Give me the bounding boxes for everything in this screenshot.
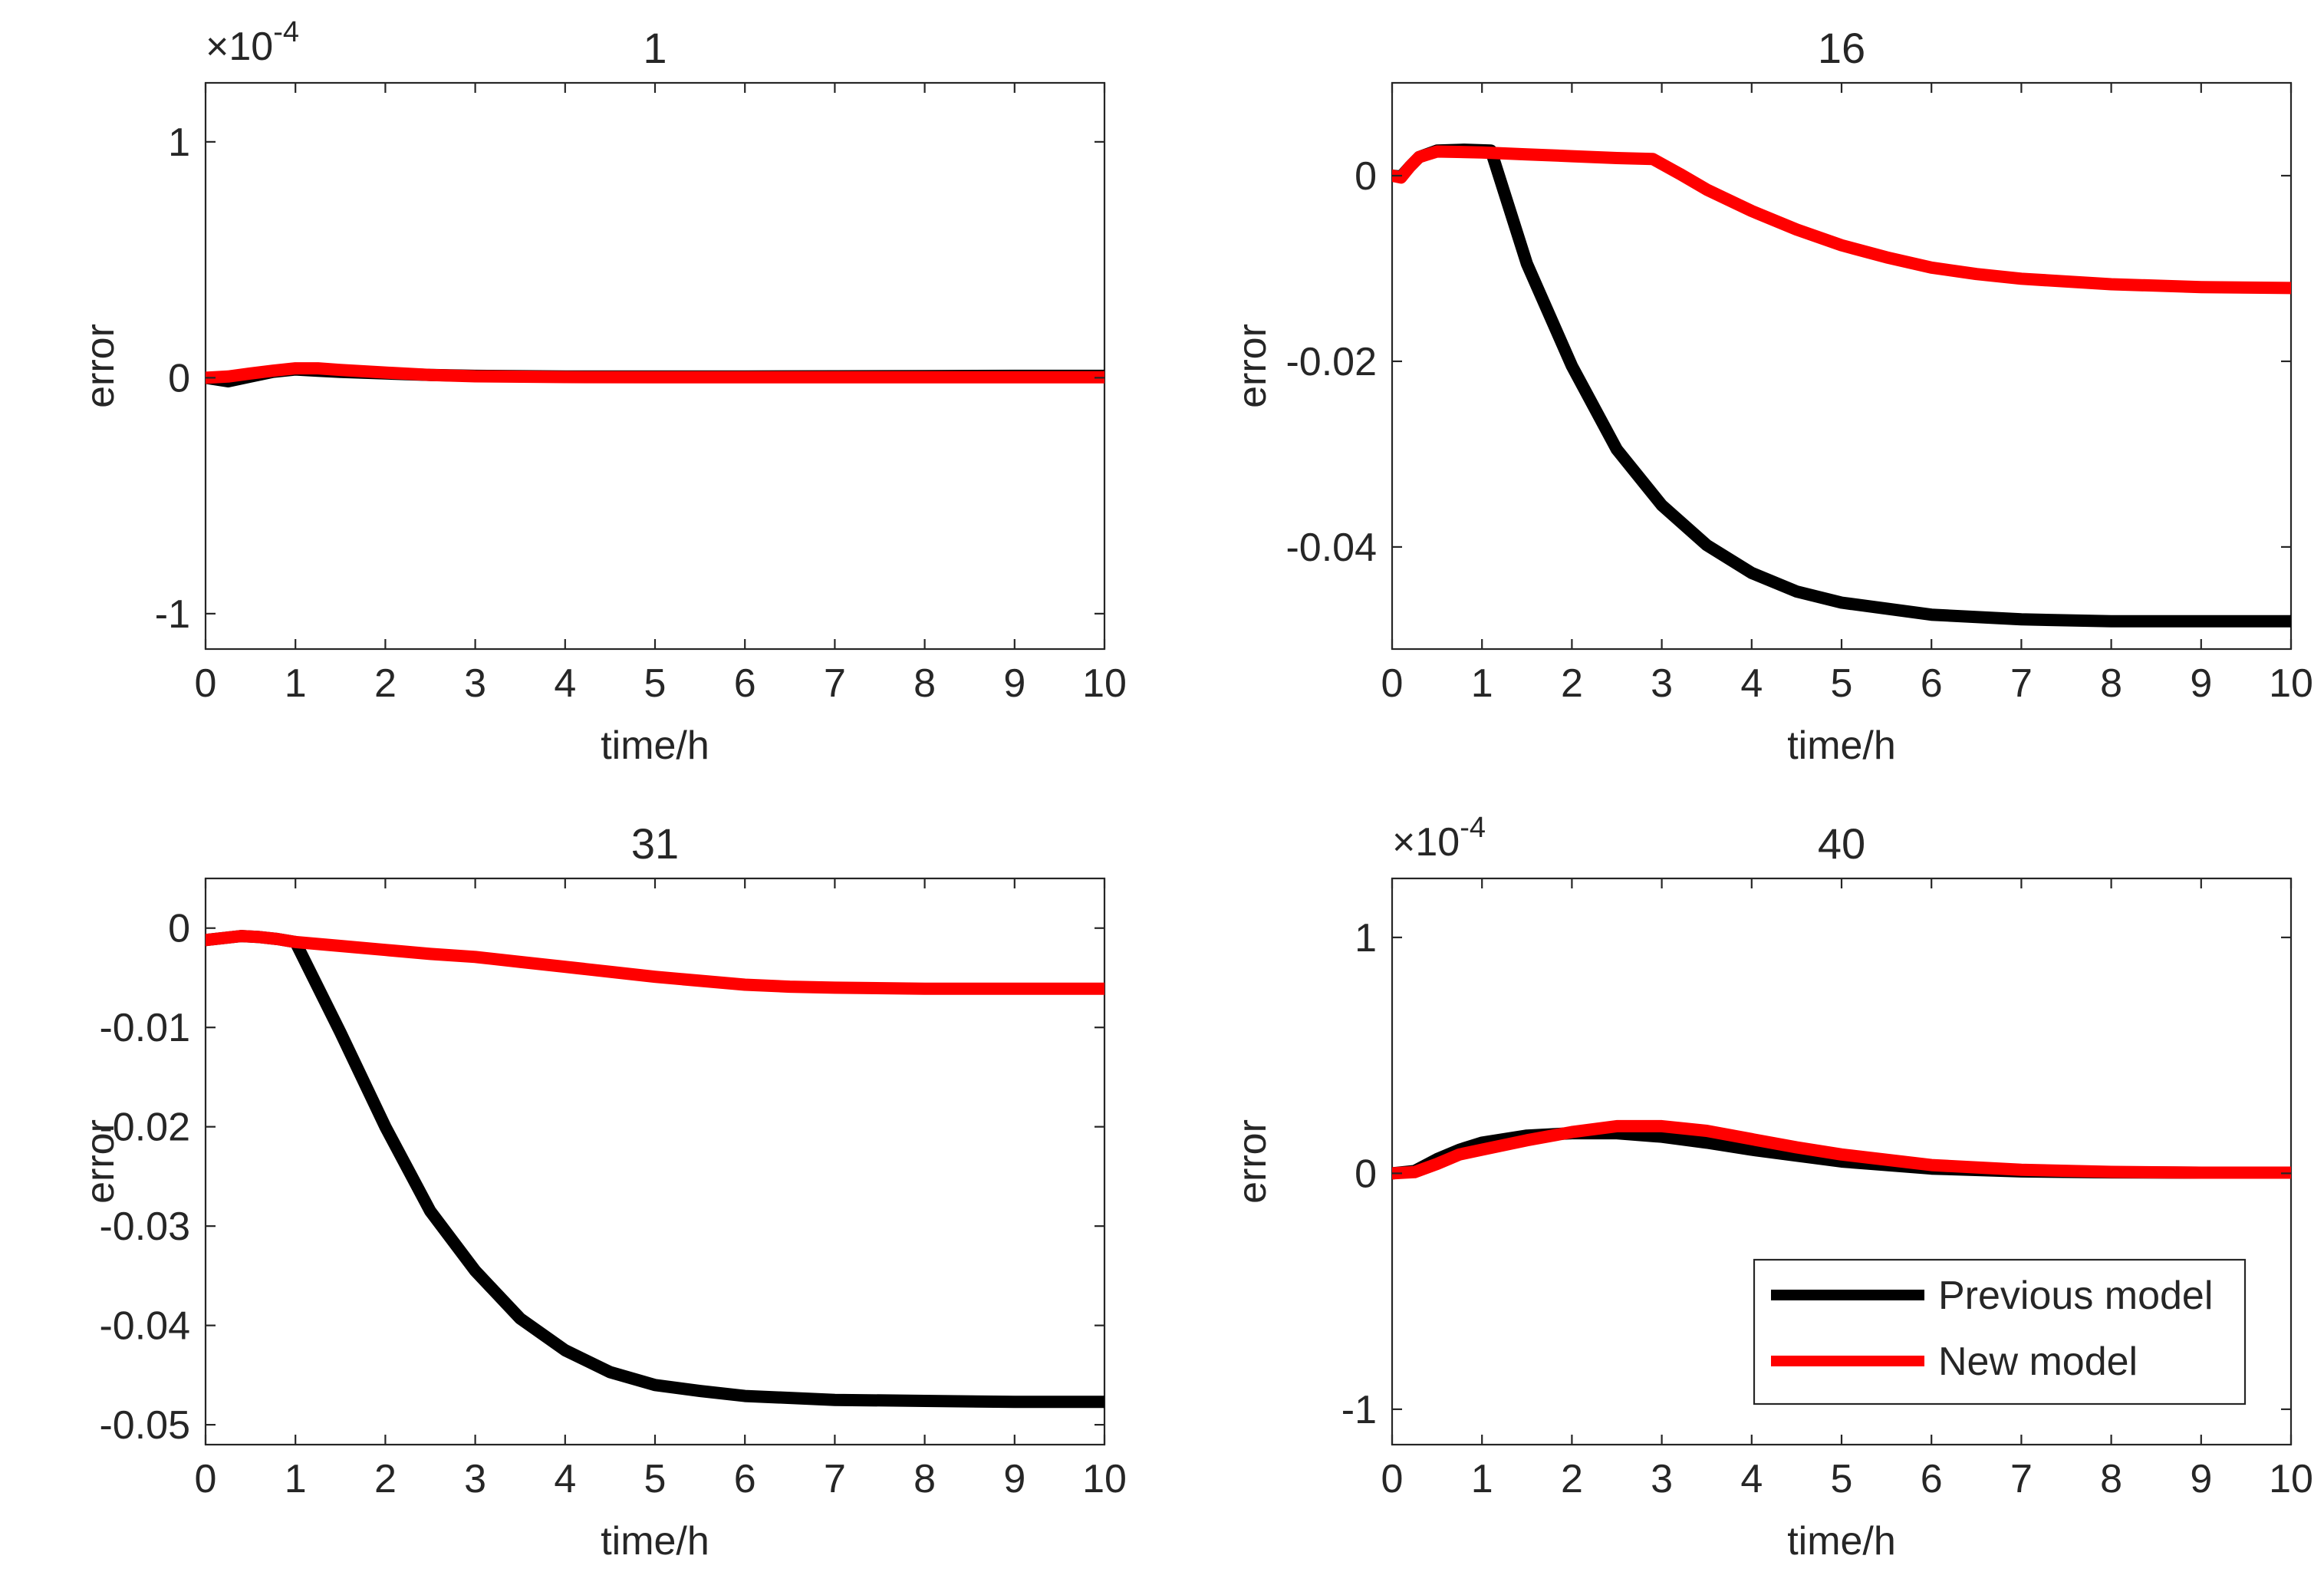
subplot-title: 16 bbox=[1818, 24, 1865, 72]
x-tick-label: 7 bbox=[2010, 1457, 2033, 1501]
series-line-new-model bbox=[206, 362, 1104, 384]
x-tick-label: 8 bbox=[913, 661, 936, 706]
axes-frame bbox=[204, 877, 1106, 1446]
exponent-base: ×10 bbox=[206, 25, 273, 69]
y-tick-label: -0.03 bbox=[99, 1204, 190, 1249]
x-tick-label: 0 bbox=[1381, 661, 1404, 706]
x-axis-label: time/h bbox=[601, 1519, 709, 1564]
y-tick-label: 1 bbox=[1355, 916, 1377, 961]
exponent-power: -4 bbox=[273, 16, 299, 48]
x-tick-label: 5 bbox=[644, 661, 667, 706]
y-axis-label: error bbox=[1230, 324, 1275, 408]
x-tick-label: 9 bbox=[1003, 661, 1025, 706]
series-line-new-model bbox=[1392, 145, 2291, 295]
x-tick-label: 2 bbox=[1561, 661, 1583, 706]
x-tick-label: 2 bbox=[374, 661, 397, 706]
y-tick-label: -1 bbox=[155, 592, 190, 637]
axes-frame bbox=[1391, 81, 2293, 651]
x-tick-label: 1 bbox=[285, 1457, 307, 1501]
x-tick-label: 0 bbox=[195, 661, 217, 706]
y-tick-label: -1 bbox=[1341, 1388, 1377, 1432]
x-tick-label: 4 bbox=[1740, 661, 1763, 706]
subplot-4: 0 1 2 3 4 5 6 7 8 9 10-10140time/herror×10-4Previo… bbox=[1230, 812, 2313, 1564]
y-tick-label: -0.04 bbox=[99, 1304, 190, 1349]
x-tick-label: 4 bbox=[1740, 1457, 1763, 1501]
y-axis-label: error bbox=[1230, 1119, 1275, 1204]
series-group bbox=[206, 362, 1104, 387]
x-tick-label: 6 bbox=[1921, 1457, 1943, 1501]
subplot-title: 31 bbox=[631, 819, 679, 868]
y-axis-label: error bbox=[78, 1119, 123, 1204]
x-tick-label: 0 bbox=[195, 1457, 217, 1501]
y-tick-label: 1 bbox=[168, 120, 190, 165]
x-tick-label: 4 bbox=[554, 1457, 576, 1501]
y-tick-label: 0 bbox=[168, 907, 190, 951]
x-tick-label: 3 bbox=[1651, 661, 1673, 706]
x-tick-label: 10 bbox=[2269, 1457, 2313, 1501]
x-tick-label: 5 bbox=[644, 1457, 667, 1501]
x-tick-label: 2 bbox=[1561, 1457, 1583, 1501]
subplot-2: 0 1 2 3 4 5 6 7 8 9 10 -0.04 -0.02 0 16 time/h error bbox=[1230, 24, 2313, 768]
exponent-power: -4 bbox=[1460, 812, 1486, 844]
x-tick-label: 3 bbox=[464, 1457, 486, 1501]
subplot-3: 0 1 2 3 4 5 6 7 8 9 10 -0.05 -0.04 -0.03 -0.02 -0.01 0 31… bbox=[78, 819, 1127, 1564]
legend: Previous model New model bbox=[1753, 1258, 2247, 1406]
x-tick-label: 7 bbox=[824, 1457, 846, 1501]
x-tick-label: 8 bbox=[913, 1457, 936, 1501]
x-tick-label: 10 bbox=[2269, 661, 2313, 706]
exponent-base: ×10 bbox=[1392, 820, 1460, 865]
x-tick-label: 10 bbox=[1082, 661, 1127, 706]
y-tick-label: 0 bbox=[168, 356, 190, 400]
x-axis-label: time/h bbox=[1787, 1519, 1896, 1564]
x-tick-label: 5 bbox=[1831, 1457, 1853, 1501]
x-tick-label: 8 bbox=[2100, 1457, 2122, 1501]
series-group bbox=[1392, 143, 2291, 628]
legend-label-previous-model: Previous model bbox=[1938, 1274, 2213, 1318]
x-axis-label: time/h bbox=[601, 723, 709, 768]
x-tick-label: 3 bbox=[464, 661, 486, 706]
x-tick-label: 4 bbox=[554, 661, 576, 706]
y-tick-label: 0 bbox=[1355, 1152, 1377, 1196]
x-tick-label: 9 bbox=[2190, 661, 2212, 706]
y-tick-label: -0.04 bbox=[1285, 526, 1377, 570]
y-exponent-label: ×10-4 bbox=[206, 16, 299, 69]
x-tick-label: 2 bbox=[374, 1457, 397, 1501]
x-tick-label: 1 bbox=[1471, 661, 1493, 706]
x-tick-label: 0 bbox=[1381, 1457, 1404, 1501]
x-tick-label: 7 bbox=[2010, 661, 2033, 706]
x-tick-label: 8 bbox=[2100, 661, 2122, 706]
x-tick-label: 3 bbox=[1651, 1457, 1673, 1501]
x-tick-label: 6 bbox=[734, 661, 756, 706]
x-tick-label: 1 bbox=[1471, 1457, 1493, 1501]
x-tick-label: 6 bbox=[1921, 661, 1943, 706]
series-group bbox=[1392, 1119, 2291, 1180]
legend-box bbox=[1753, 1258, 2247, 1406]
subplot-title: 40 bbox=[1818, 819, 1865, 868]
y-tick-label: -0.02 bbox=[1285, 340, 1377, 384]
y-tick-label: -0.05 bbox=[99, 1403, 190, 1448]
y-exponent-label: ×10-4 bbox=[1392, 812, 1486, 865]
y-axis-label: error bbox=[78, 324, 123, 408]
legend-label-new-model: New model bbox=[1938, 1340, 2138, 1384]
y-tick-label: -0.01 bbox=[99, 1006, 190, 1050]
x-tick-label: 9 bbox=[1003, 1457, 1025, 1501]
x-tick-label: 10 bbox=[1082, 1457, 1127, 1501]
y-tick-label: 0 bbox=[1355, 154, 1377, 199]
x-tick-label: 5 bbox=[1831, 661, 1853, 706]
y-tick-label: -0.02 bbox=[99, 1106, 190, 1150]
subplot-title: 1 bbox=[643, 24, 667, 72]
x-axis-label: time/h bbox=[1787, 723, 1896, 768]
x-tick-label: 9 bbox=[2190, 1457, 2212, 1501]
x-tick-label: 6 bbox=[734, 1457, 756, 1501]
series-line-new-model bbox=[206, 930, 1104, 995]
series-line-new-model bbox=[1392, 1119, 2291, 1180]
series-group bbox=[206, 930, 1104, 1409]
x-tick-label: 7 bbox=[824, 661, 846, 706]
x-tick-label: 1 bbox=[285, 661, 307, 706]
